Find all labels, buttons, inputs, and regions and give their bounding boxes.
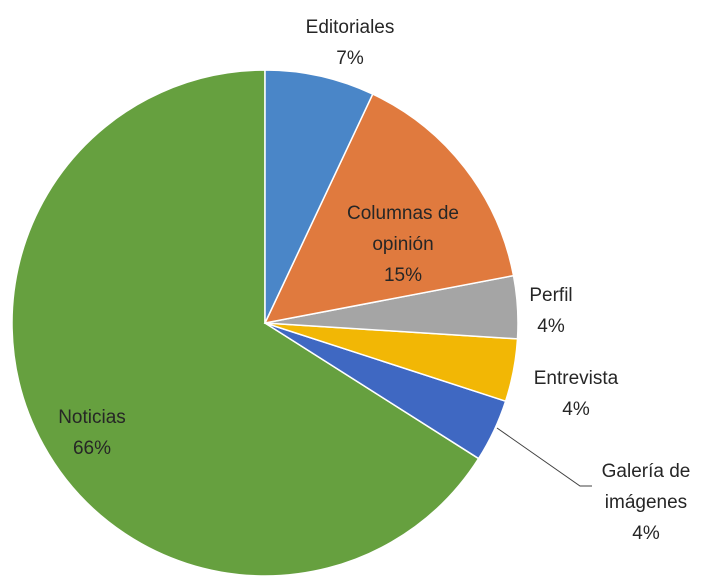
category-label: Noticias [58,407,126,428]
slice-label: Perfil 4% [511,280,591,342]
category-label: Columnas de opinión [347,203,459,255]
value-label: 15% [383,265,423,286]
leader-line [496,427,592,487]
slice-label: Noticias 66% [32,402,152,464]
category-label: Galería de imágenes [601,461,691,513]
slice-label: Entrevista 4% [521,363,631,425]
value-label: 66% [72,438,112,459]
value-label: 4% [562,399,590,420]
category-label: Perfil [529,285,573,306]
slice-label: Columnas de opinión 15% [328,198,478,291]
value-label: 4% [632,523,660,544]
category-label: Editoriales [305,17,395,38]
value-label: 4% [537,316,565,337]
slice-label: Galería de imágenes 4% [581,456,711,549]
category-label: Entrevista [533,368,619,389]
pie-slice [11,69,480,577]
pie-slice [263,93,515,325]
value-label: 7% [336,48,364,69]
pie-slice [264,69,374,324]
slice-label: Editoriales 7% [270,12,430,74]
